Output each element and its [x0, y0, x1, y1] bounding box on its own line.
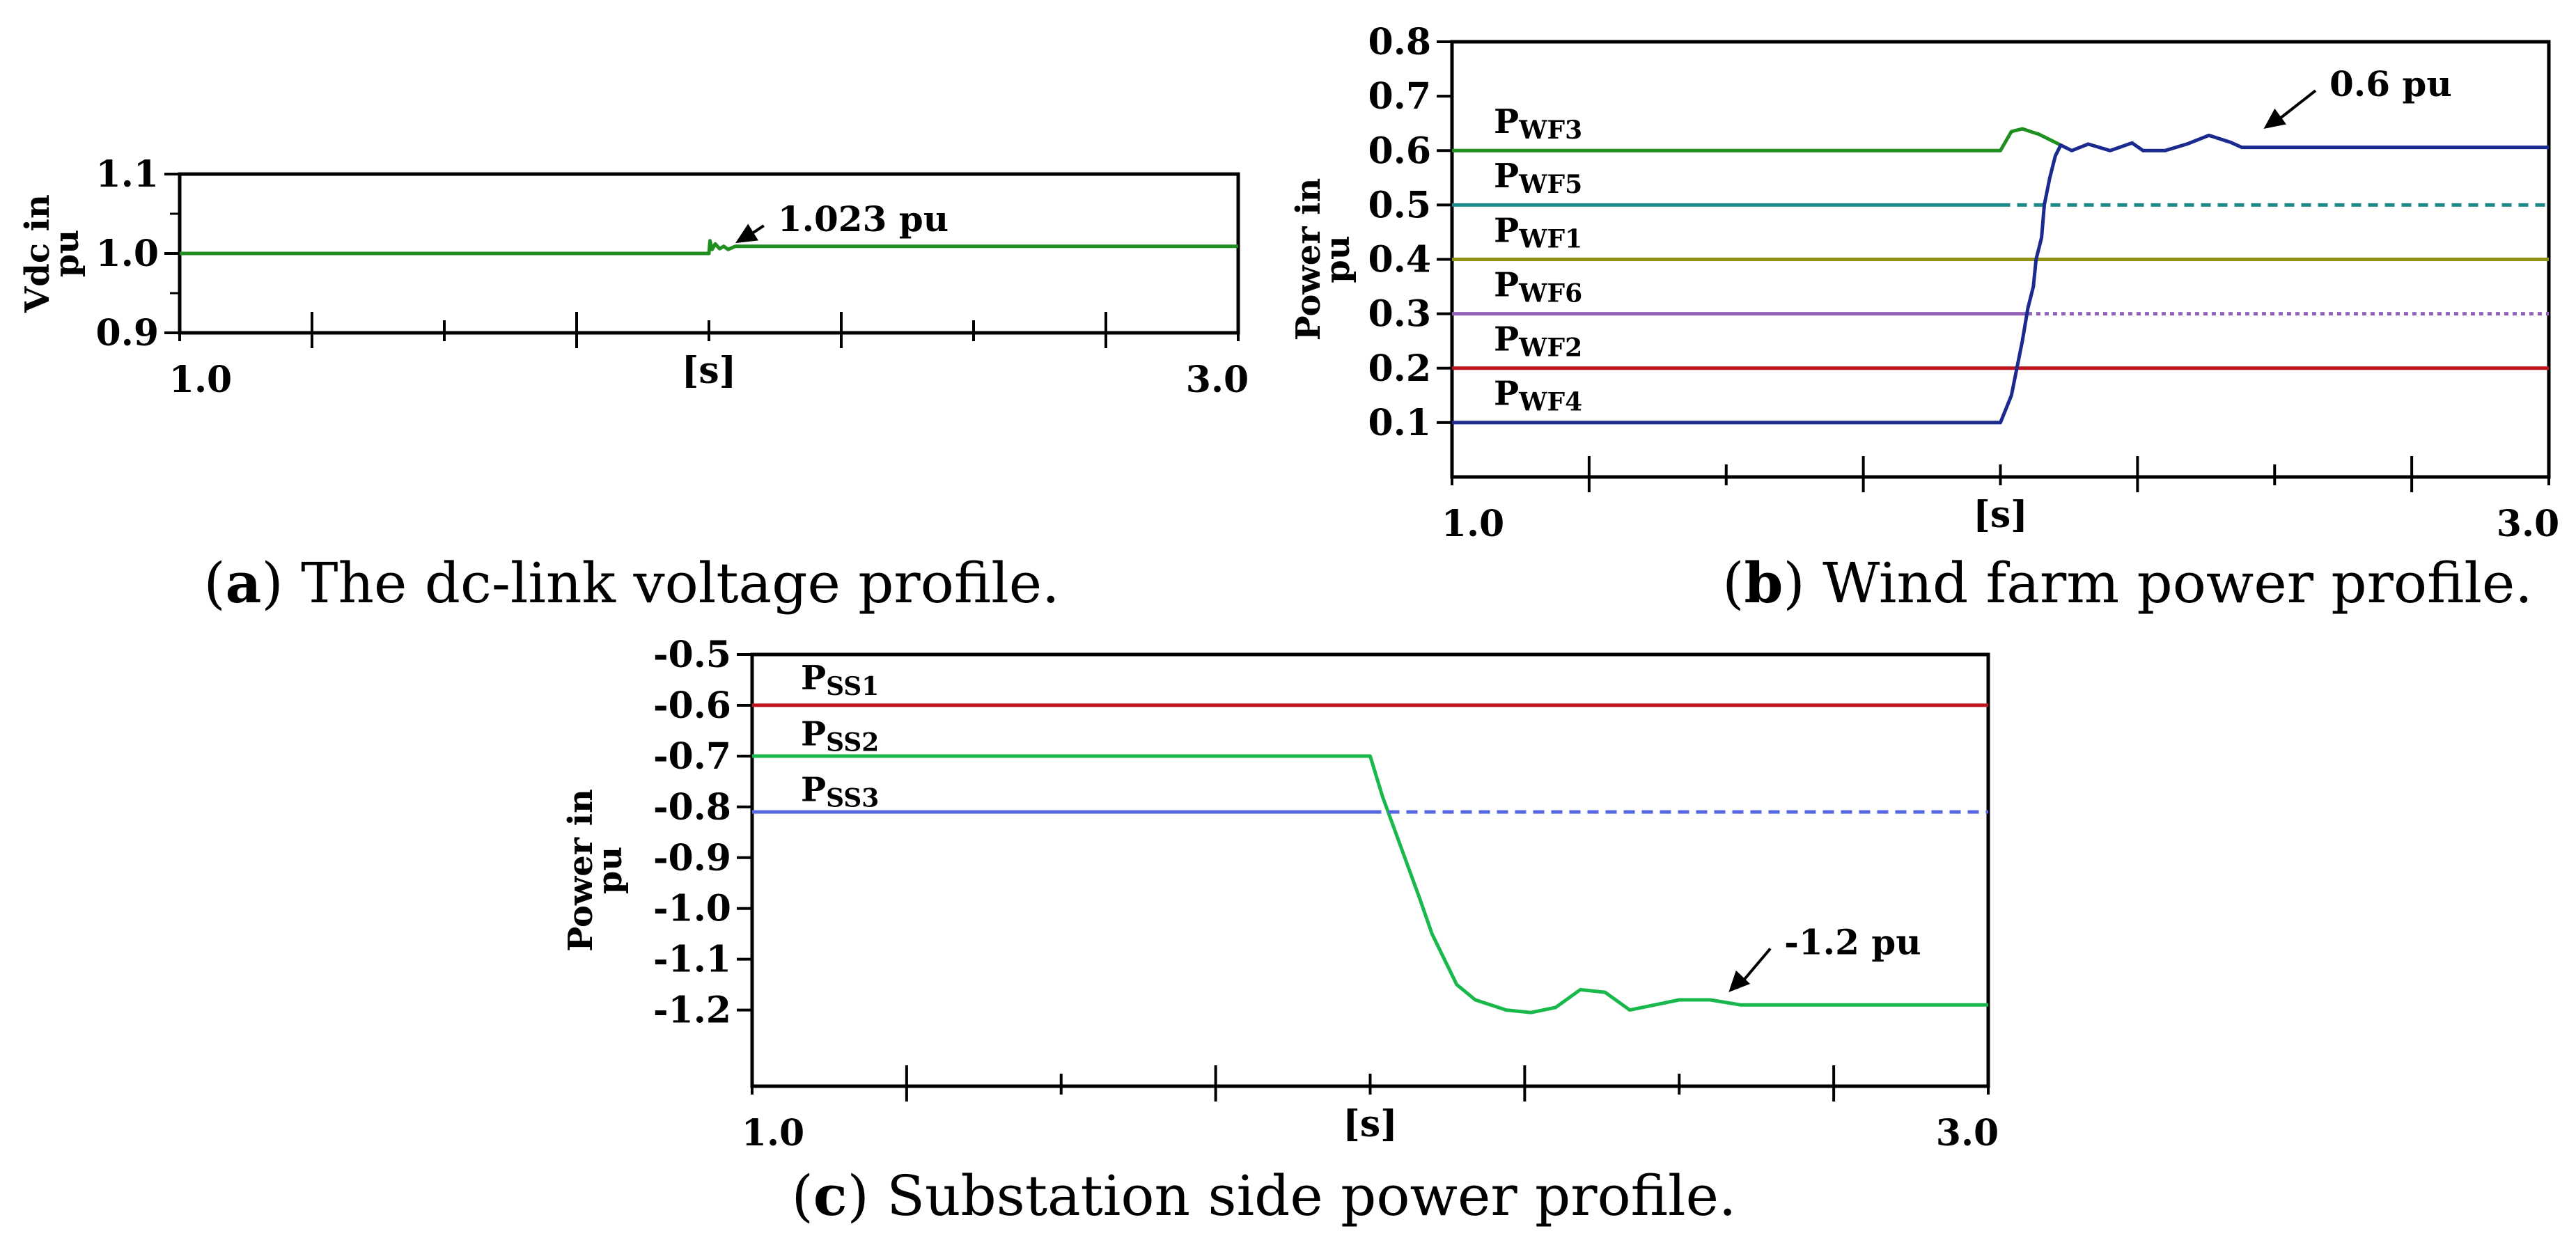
y-axis-label: pu — [47, 230, 86, 277]
y-tick-label: -1.2 — [653, 989, 731, 1032]
x-tick-label-start: 1.0 — [1442, 503, 1504, 545]
series-pwf3 — [1452, 127, 2062, 152]
annotation-label: 0.6 pu — [2329, 63, 2452, 104]
y-axis-label: pu — [1318, 235, 1357, 283]
caption-b: (b) Wind farm power profile. — [1722, 550, 2532, 616]
series-label-ss2: PSS2 — [801, 714, 879, 757]
y-tick-label: -1.0 — [653, 888, 731, 930]
caption-c: (c) Substation side power profile. — [792, 1163, 1737, 1228]
y-tick-label: 0.6 — [1368, 130, 1431, 172]
series-pwf4 — [1452, 133, 2549, 425]
series-pss2 — [752, 754, 1988, 1014]
x-axis-label: [s] — [1973, 494, 2027, 536]
y-tick-label: 0.8 — [1368, 21, 1431, 63]
x-tick-label-start: 1.0 — [742, 1112, 804, 1154]
y-tick-label: 0.4 — [1368, 239, 1431, 281]
y-tick-label: -0.7 — [653, 735, 731, 778]
y-axis-label: Power in — [1289, 178, 1328, 341]
series-label-wf2: PWF2 — [1494, 320, 1582, 363]
caption-a: (a) The dc-link voltage profile. — [203, 550, 1059, 616]
x-axis-label: [s] — [1343, 1103, 1397, 1145]
y-tick-label: -0.5 — [653, 634, 731, 676]
series-vdc — [180, 239, 1238, 256]
y-tick-label: 0.5 — [1368, 184, 1431, 226]
y-tick-label: -0.8 — [653, 786, 731, 829]
series-label-wf6: PWF6 — [1494, 265, 1582, 308]
x-tick-label-end: 3.0 — [1936, 1112, 1999, 1154]
chart-c: -0.5 -0.6 -0.7 -0.8 -0.9 -1.0 -1.1 -1.2 1.0 3.0 [s… — [561, 634, 1999, 1228]
y-axis-label: Vdc in — [18, 194, 57, 313]
chart-b: 0.1 0.2 0.3 0.4 0.5 0.6 0.7 0.8 1.0 3.0 [s] Power i… — [1289, 21, 2559, 616]
y-tick-label: -1.1 — [653, 939, 731, 981]
annotation-arrow-head — [1728, 970, 1751, 993]
y-tick-label: 0.9 — [96, 312, 159, 354]
series-label-wf5: PWF5 — [1494, 157, 1582, 199]
y-tick-label: -0.6 — [653, 684, 731, 727]
x-tick-label-end: 3.0 — [2497, 503, 2559, 545]
x-axis-label: [s] — [682, 350, 736, 392]
series-label-wf4: PWF4 — [1494, 375, 1582, 417]
y-tick-label: 1.1 — [96, 153, 159, 196]
series-label-ss1: PSS1 — [801, 659, 879, 701]
x-tick-label-end: 3.0 — [1186, 359, 1249, 401]
y-tick-label: 0.2 — [1368, 347, 1431, 390]
y-tick-label: 0.7 — [1368, 75, 1431, 118]
y-tick-label: 0.3 — [1368, 293, 1431, 336]
annotation-label: 1.023 pu — [778, 198, 949, 240]
series-label-wf3: PWF3 — [1494, 102, 1582, 145]
annotation-arrow-head — [2263, 108, 2286, 129]
y-axis-label: pu — [591, 847, 630, 894]
y-tick-label: -0.9 — [653, 837, 731, 879]
annotation-label: -1.2 pu — [1784, 921, 1921, 962]
y-tick-label: 0.1 — [1368, 402, 1431, 444]
x-tick-label-start: 1.0 — [169, 359, 232, 401]
series-label-ss3: PSS3 — [801, 771, 879, 813]
annotation-arrow-head — [735, 224, 758, 244]
y-axis-label: Power in — [561, 789, 600, 952]
plot-frame — [750, 652, 1990, 1088]
series-label-wf1: PWF1 — [1494, 211, 1582, 253]
y-tick-label: 1.0 — [96, 233, 159, 275]
